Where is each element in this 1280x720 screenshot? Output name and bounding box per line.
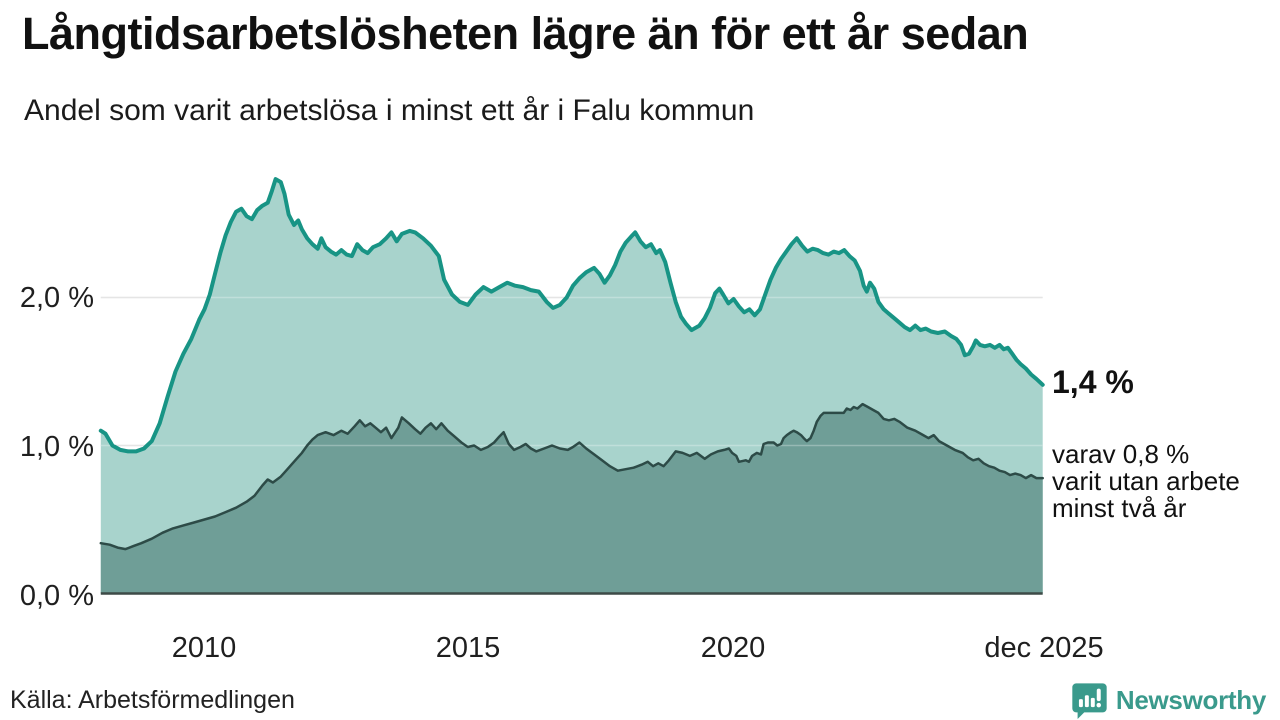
long-term-line [98,177,1045,454]
newsworthy-wordmark: Newsworthy [1115,684,1266,715]
newsworthy-icon [1072,682,1107,719]
y-axis-label-0-0: 0,0 % [19,580,94,612]
very-long-term-line [99,402,1044,551]
very-long-term-area [100,404,1043,594]
latest-value-label: 1,4 % [1052,364,1134,400]
x-axis-label-2015: 2015 [435,632,501,664]
secondary-note-line1: varav 0,8 % [1052,439,1190,469]
newsworthy-logo[interactable]: Newsworthy [1071,681,1266,719]
source-note: Källa: Arbetsförmedlingen [10,686,295,714]
x-axis-label-2010: 2010 [171,632,237,664]
chart-title: Långtidsarbetslösheten lägre än för ett … [22,8,1029,59]
x-axis-label-dec-2025: dec 2025 [984,632,1104,664]
y-axis-label-2-0: 2,0 % [19,282,94,314]
secondary-value-annotation: varav 0,8 % varit utan arbete minst två … [1052,441,1240,522]
chart-subtitle: Andel som varit arbetslösa i minst ett å… [24,94,755,127]
secondary-note-line3: minst två år [1052,493,1187,523]
secondary-note-line2: varit utan arbete [1052,466,1240,496]
x-axis-label-2020: 2020 [700,632,766,664]
y-axis-label-1-0: 1,0 % [19,431,94,463]
